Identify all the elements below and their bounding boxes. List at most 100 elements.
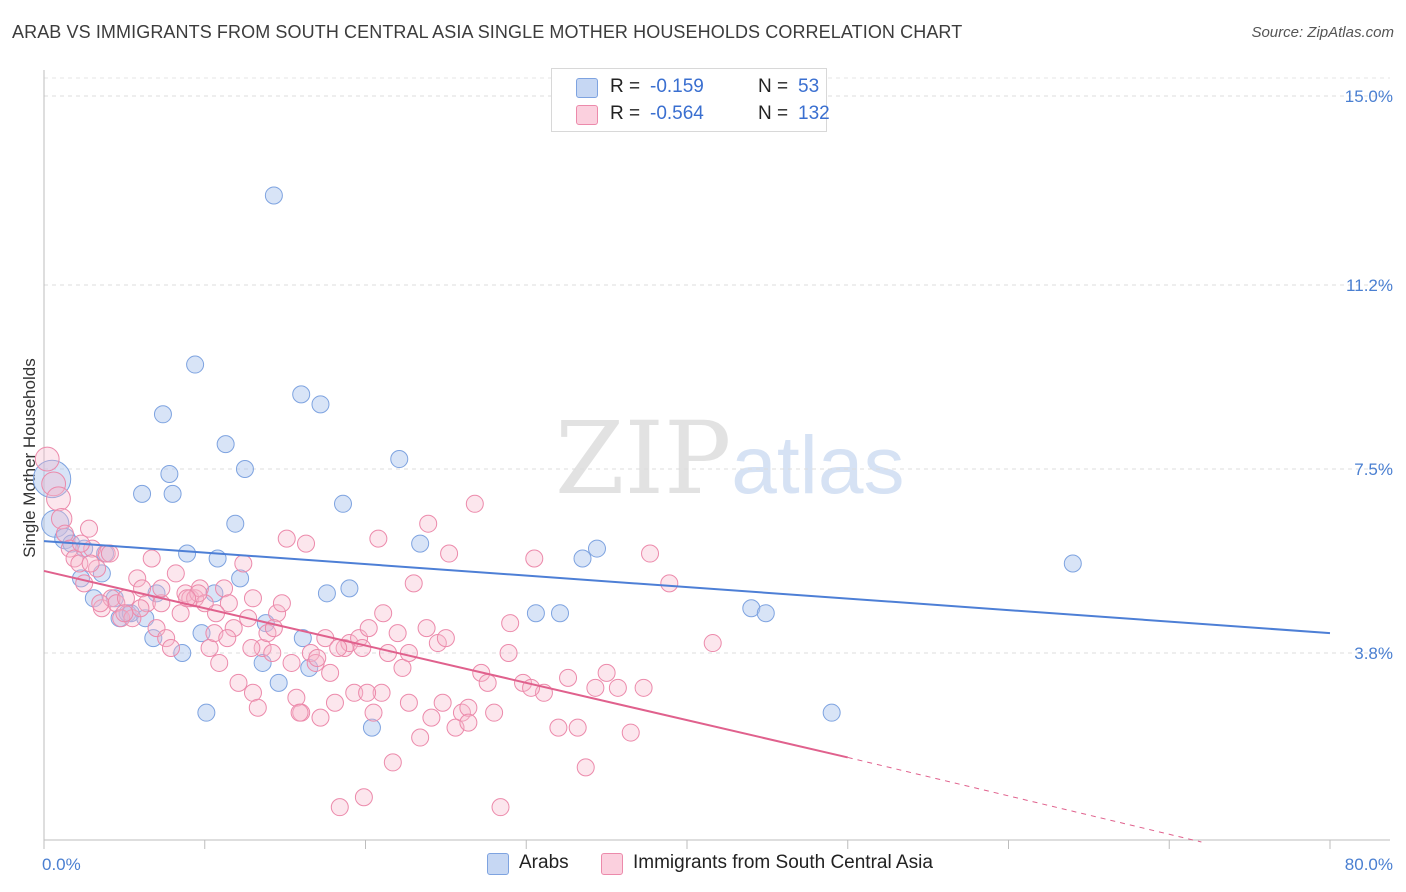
point-immigrants: [287, 688, 306, 707]
point-immigrants: [549, 718, 568, 737]
point-immigrants: [263, 644, 282, 662]
point-arabs: [587, 539, 606, 558]
tick-labels: 3.8% 7.5% 11.2% 15.0% 0.0% 80.0%: [42, 87, 1393, 874]
point-arabs: [192, 624, 211, 643]
point-immigrants: [499, 644, 518, 662]
trend-line-immigrants-extension: [847, 756, 1202, 843]
point-immigrants: [166, 564, 185, 583]
point-immigrants: [161, 639, 180, 658]
point-immigrants: [308, 648, 327, 667]
point-immigrants: [272, 594, 291, 613]
point-arabs: [216, 435, 235, 454]
point-arabs: [411, 534, 430, 553]
point-immigrants: [229, 673, 248, 692]
point-immigrants: [297, 534, 316, 553]
point-immigrants: [75, 574, 94, 593]
point-immigrants: [210, 653, 229, 672]
point-immigrants: [358, 683, 377, 702]
point-immigrants: [419, 514, 438, 533]
point-arabs: [526, 604, 545, 623]
point-immigrants: [242, 639, 261, 658]
bottom-legend-label-arabs: Arabs: [519, 852, 569, 873]
point-immigrants: [417, 619, 436, 638]
point-immigrants: [399, 693, 418, 712]
point-arabs: [551, 604, 570, 623]
point-immigrants: [436, 629, 455, 648]
point-immigrants: [147, 619, 166, 638]
point-immigrants: [597, 663, 616, 682]
point-arabs: [822, 703, 841, 722]
watermark: ZIPatlas: [555, 400, 905, 517]
point-immigrants: [80, 519, 99, 538]
legend-n-label: N =: [758, 103, 789, 124]
point-arabs: [186, 355, 205, 374]
point-immigrants: [359, 619, 378, 638]
point-immigrants: [345, 683, 364, 702]
point-arabs: [362, 718, 381, 737]
point-arabs: [160, 464, 179, 483]
point-immigrants: [393, 658, 412, 677]
point-immigrants: [383, 753, 402, 772]
point-arabs: [231, 569, 250, 588]
point-immigrants: [81, 554, 100, 573]
point-immigrants: [525, 549, 544, 568]
legend-n-value: 53: [798, 76, 820, 97]
point-immigrants: [501, 614, 520, 633]
point-immigrants: [215, 579, 234, 598]
point-arabs: [92, 564, 111, 583]
x-tick-label: 80.0%: [1345, 855, 1393, 874]
point-arabs: [573, 549, 592, 568]
point-immigrants: [621, 723, 640, 742]
point-immigrants: [703, 634, 722, 653]
point-arabs: [144, 629, 163, 648]
axes: [43, 70, 1390, 849]
point-arabs: [197, 703, 216, 722]
legend: R = -0.159 N = 53 R = -0.564 N = 132: [551, 68, 830, 132]
point-immigrants: [388, 624, 407, 643]
trend-line-immigrants: [43, 569, 848, 759]
point-arabs: [333, 494, 352, 513]
point-arabs: [292, 385, 311, 404]
legend-swatch-immigrants: [576, 105, 598, 125]
point-immigrants: [189, 584, 208, 603]
point-immigrants: [325, 693, 344, 712]
point-immigrants: [353, 639, 372, 658]
point-immigrants: [374, 604, 393, 623]
point-immigrants: [411, 728, 430, 747]
point-arabs: [226, 514, 245, 533]
point-immigrants: [268, 604, 287, 623]
point-immigrants: [200, 639, 219, 658]
point-immigrants: [157, 629, 176, 648]
series-arabs: [32, 186, 1082, 737]
point-immigrants: [491, 798, 510, 817]
point-arabs: [293, 629, 312, 648]
point-immigrants: [282, 653, 301, 672]
point-immigrants: [369, 529, 388, 548]
point-immigrants: [65, 549, 84, 568]
point-immigrants: [171, 604, 190, 623]
point-arabs: [163, 484, 182, 503]
point-immigrants: [234, 554, 253, 573]
point-immigrants: [290, 703, 309, 722]
point-arabs: [133, 484, 152, 503]
point-arabs: [317, 584, 336, 603]
bottom-legend-swatch-arabs: [487, 853, 509, 875]
point-immigrants: [311, 708, 330, 727]
point-immigrants: [131, 599, 150, 618]
point-immigrants: [404, 574, 423, 593]
point-immigrants: [91, 594, 110, 613]
bottom-legend-swatch-immigrants: [601, 853, 623, 875]
point-immigrants: [634, 678, 653, 697]
point-immigrants: [335, 639, 354, 658]
point-immigrants: [218, 629, 237, 648]
watermark-zip: ZIP: [555, 400, 732, 517]
point-arabs: [205, 584, 224, 603]
point-arabs: [253, 653, 272, 672]
point-immigrants: [641, 544, 660, 563]
y-tick-label: 3.8%: [1354, 644, 1393, 663]
point-immigrants: [576, 758, 595, 777]
y-tick-label: 7.5%: [1354, 460, 1393, 479]
point-immigrants: [248, 698, 267, 717]
point-immigrants: [243, 589, 262, 608]
